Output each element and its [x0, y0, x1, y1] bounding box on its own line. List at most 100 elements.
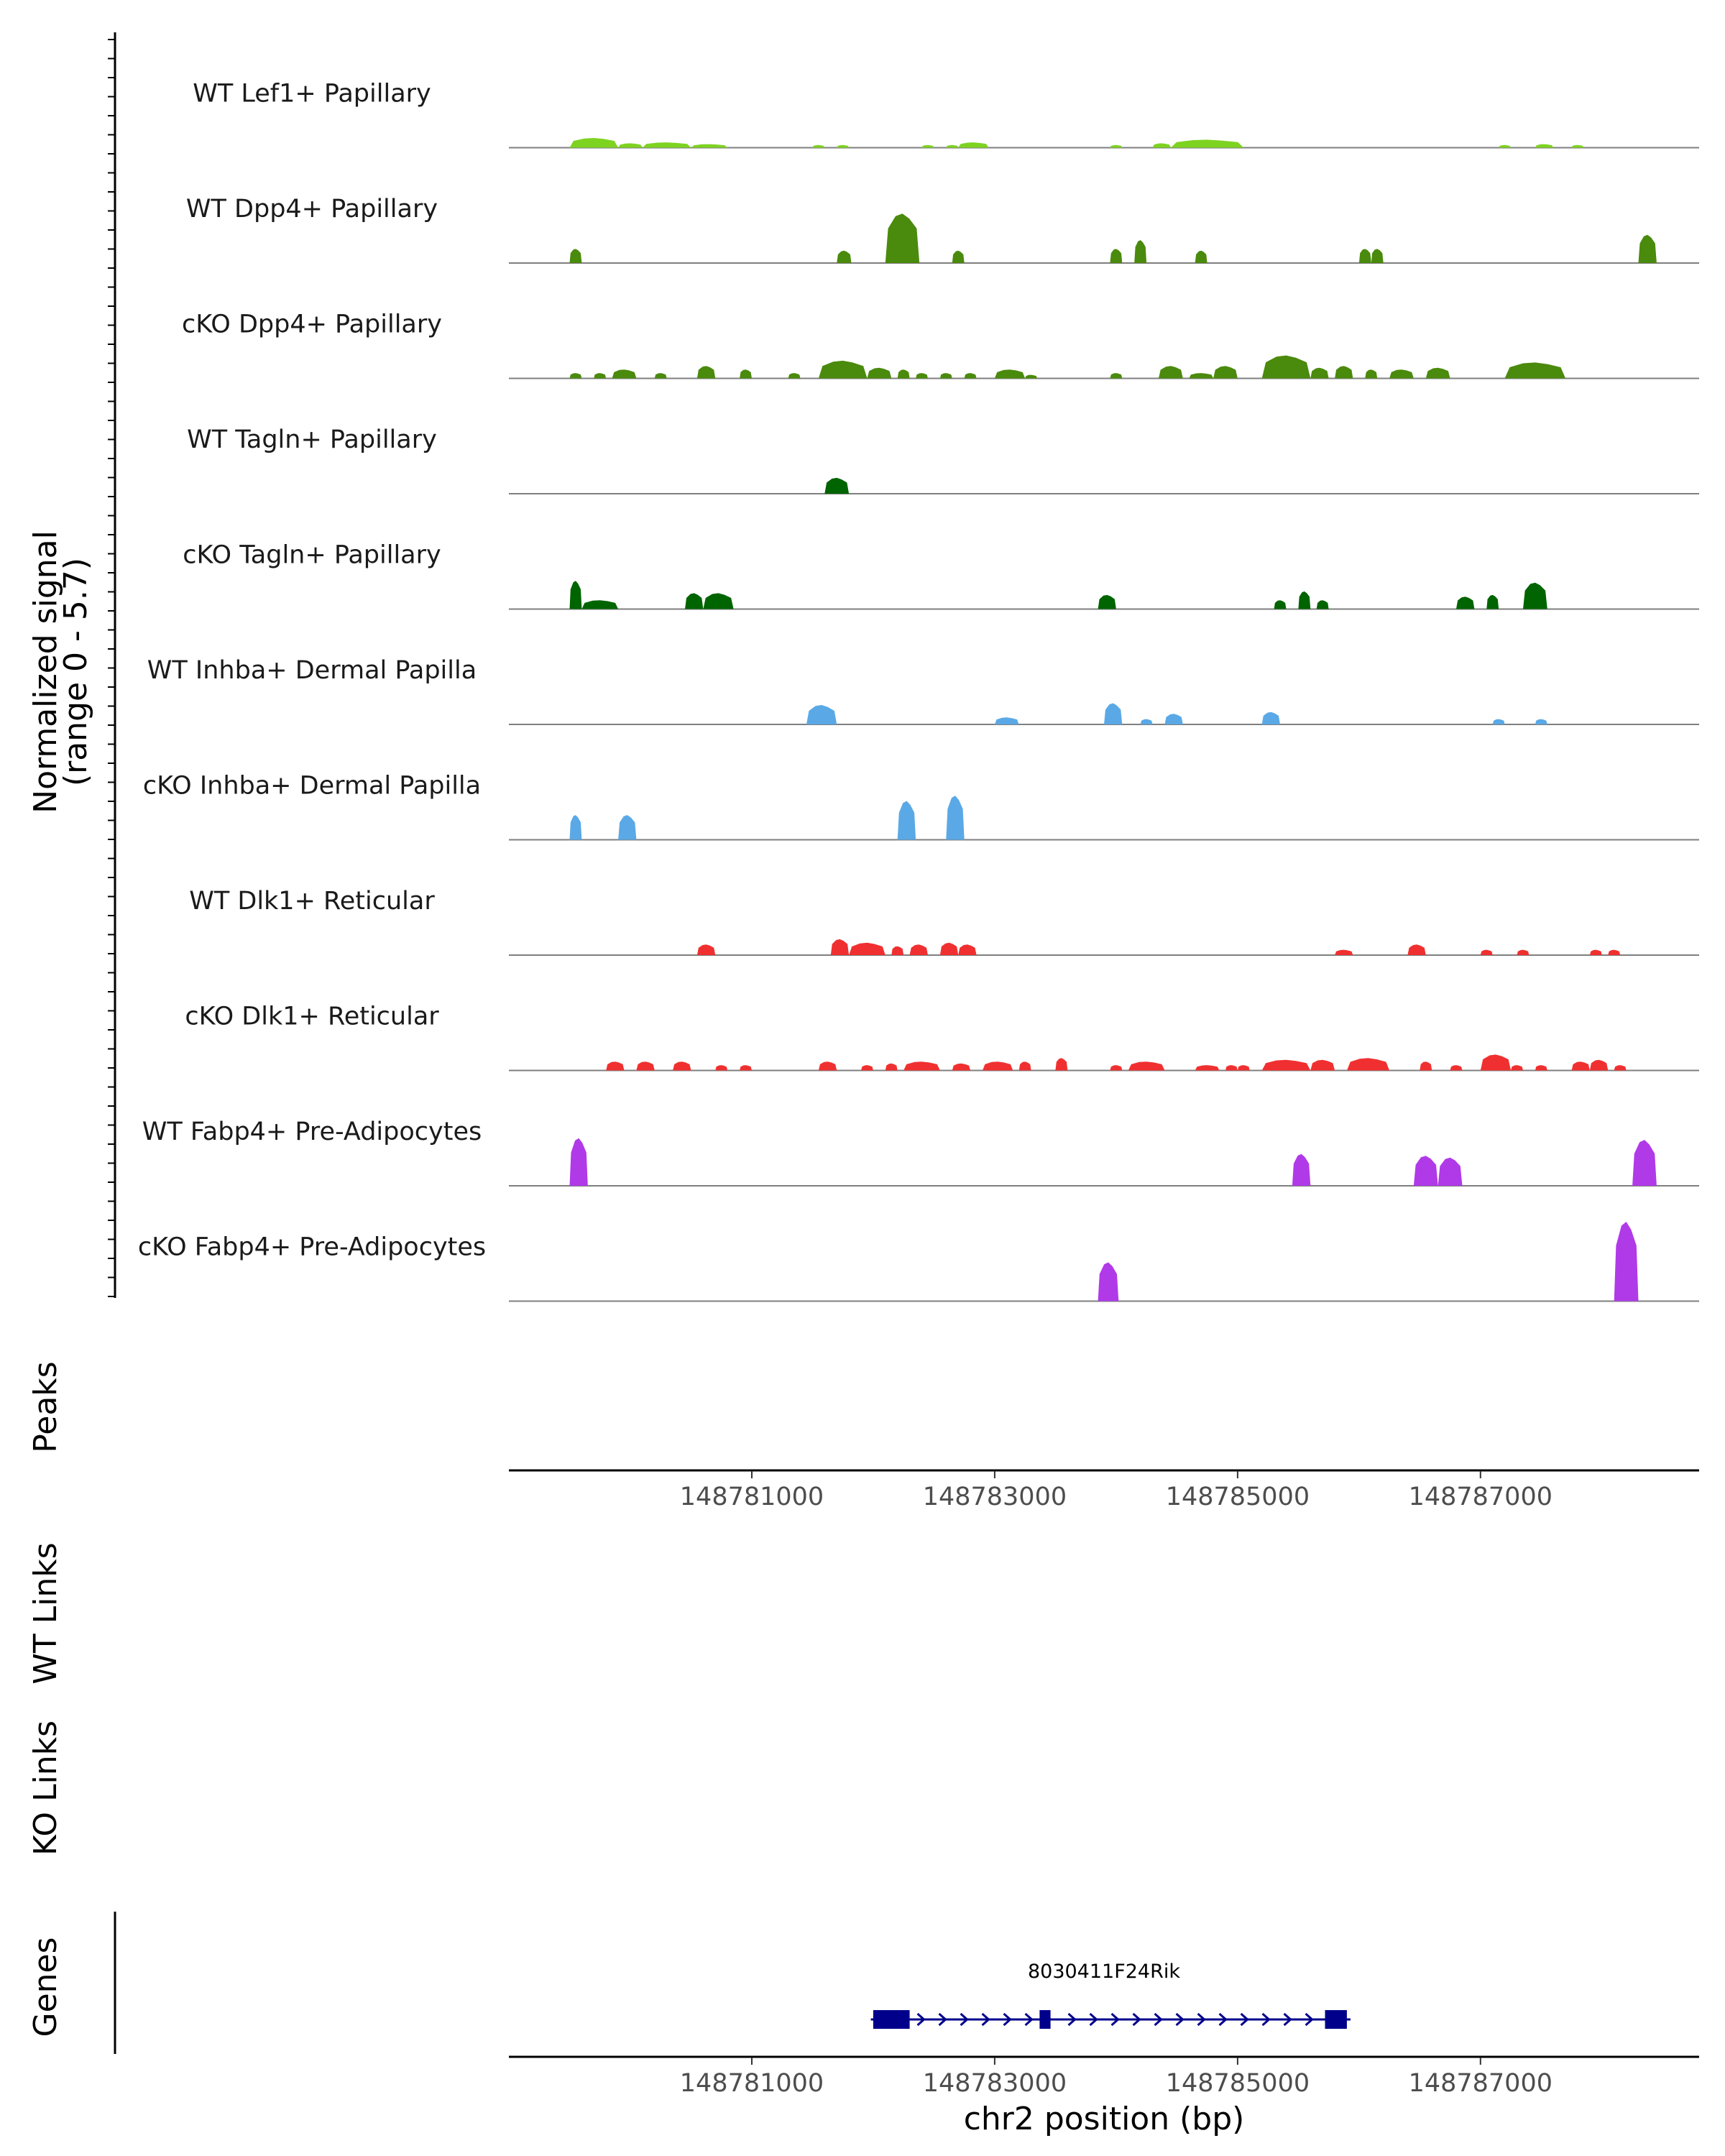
- signal-peak: [618, 143, 643, 148]
- strand-arrow: [1154, 2012, 1163, 2027]
- track-label: WT Fabp4+ Pre-Adipocytes: [142, 1118, 482, 1146]
- signal-peak: [1274, 600, 1287, 609]
- x-tick-label: 148781000: [680, 2069, 824, 2098]
- signal-peak: [1110, 144, 1123, 148]
- signal-peak: [606, 1061, 625, 1071]
- strand-arrow: [1197, 2012, 1206, 2027]
- signal-peak: [1335, 949, 1353, 955]
- coverage-tracks: WT Lef1+ Papillary WT Dpp4+ Papillary cKO …: [138, 80, 1699, 1302]
- track-label: cKO Tagln+ Papillary: [183, 541, 441, 570]
- signal-peak: [740, 1065, 752, 1071]
- strand-arrow: [1067, 2012, 1077, 2027]
- track-label: WT Inhba+ Dermal Papilla: [147, 656, 477, 685]
- signal-peak: [1298, 591, 1311, 609]
- signal-peak: [696, 944, 716, 955]
- signal-peak: [1195, 1065, 1220, 1071]
- x-tick-label: 148781000: [680, 1483, 824, 1511]
- signal-peak: [1499, 144, 1512, 148]
- gene-exon: [1325, 2010, 1347, 2029]
- signal-peak: [1170, 139, 1244, 148]
- signal-peak: [885, 1063, 898, 1071]
- signal-peak: [1189, 373, 1214, 379]
- signal-peak: [654, 373, 667, 379]
- signal-peak: [1413, 1156, 1438, 1186]
- signal-peak: [1456, 596, 1475, 609]
- signal-peak: [569, 815, 582, 840]
- x-tick-label: 148783000: [923, 1483, 1067, 1511]
- signal-peak: [1025, 374, 1038, 379]
- signal-peak: [1110, 1065, 1123, 1071]
- track-11: cKO Fabp4+ Pre-Adipocytes: [138, 1222, 1699, 1302]
- signal-peak: [703, 593, 734, 609]
- signal-peak: [849, 942, 886, 955]
- strand-arrow: [1305, 2012, 1314, 2027]
- signal-peak: [885, 213, 920, 263]
- signal-peak: [806, 705, 837, 724]
- signal-peak: [983, 1061, 1013, 1071]
- strand-arrow: [938, 2012, 947, 2027]
- signal-peak: [818, 360, 868, 379]
- y-axis-title: Normalized signal (range 0 - 5.7): [27, 530, 94, 814]
- signal-peak: [1292, 1153, 1311, 1186]
- strand-arrow: [1003, 2012, 1012, 2027]
- signal-peak: [612, 369, 637, 379]
- signal-peak: [1523, 582, 1547, 609]
- signal-peak: [897, 369, 910, 379]
- signal-peak: [642, 142, 691, 148]
- signal-peak: [891, 946, 904, 955]
- track-label: WT Dlk1+ Reticular: [189, 887, 435, 916]
- signal-peak: [1365, 369, 1378, 379]
- track-2: WT Dpp4+ Papillary: [186, 195, 1699, 264]
- signal-peak: [1098, 594, 1116, 609]
- signal-peak: [837, 250, 852, 263]
- track-6: WT Inhba+ Dermal Papilla: [147, 656, 1699, 725]
- signal-peak: [946, 796, 965, 840]
- signal-peak: [952, 1063, 971, 1071]
- signal-peak: [1310, 367, 1329, 379]
- signal-peak: [1407, 944, 1426, 955]
- track-7: cKO Inhba+ Dermal Papilla: [143, 772, 1699, 841]
- track-10: WT Fabp4+ Pre-Adipocytes: [142, 1118, 1699, 1187]
- signal-peak: [1486, 594, 1499, 609]
- track-label: cKO Dpp4+ Papillary: [182, 310, 442, 339]
- signal-peak: [1140, 719, 1153, 724]
- signal-peak: [1316, 600, 1329, 609]
- strand-arrow: [1175, 2012, 1184, 2027]
- signal-peak: [1632, 1140, 1657, 1186]
- signal-peak: [1480, 1054, 1512, 1071]
- gene-track: 8030411F24Rik: [870, 1961, 1351, 2029]
- track-label: WT Dpp4+ Papillary: [186, 195, 438, 224]
- signal-peak: [958, 944, 977, 955]
- signal-peak: [569, 138, 619, 148]
- signal-peak: [569, 373, 582, 379]
- signal-peak: [903, 1061, 940, 1071]
- signal-peak: [673, 1061, 691, 1071]
- signal-peak: [861, 1065, 873, 1071]
- signal-peak: [946, 144, 959, 148]
- signal-peak: [691, 144, 728, 148]
- peaks-x-axis-ticks: 148781000 148783000 148785000 148787000: [680, 1471, 1552, 1511]
- signal-peak: [964, 373, 977, 379]
- signal-peak: [1614, 1065, 1627, 1071]
- strand-arrow: [1240, 2012, 1249, 2027]
- signal-peak: [1571, 1061, 1590, 1071]
- track-4: WT Tagln+ Papillary: [187, 425, 1699, 494]
- signal-peak: [921, 144, 934, 148]
- signal-peak: [696, 366, 716, 379]
- signal-peak: [1128, 1061, 1165, 1071]
- signal-peak: [788, 373, 801, 379]
- signal-peak: [1371, 249, 1384, 263]
- signal-peak: [1571, 144, 1584, 148]
- x-tick-label: 148783000: [923, 2069, 1067, 2098]
- signal-peak: [939, 373, 952, 379]
- signal-peak: [1535, 1065, 1547, 1071]
- signal-peak: [1261, 1059, 1311, 1071]
- y-axis-ticks: [108, 39, 115, 1297]
- x-axis-title: chr2 position (bp): [964, 2101, 1245, 2137]
- signal-peak: [1614, 1222, 1639, 1302]
- signal-peak: [1110, 373, 1123, 379]
- track-label: cKO Fabp4+ Pre-Adipocytes: [138, 1233, 486, 1262]
- gene-exon: [1039, 2010, 1051, 2029]
- signal-peak: [1492, 719, 1505, 724]
- signal-peak: [824, 477, 850, 494]
